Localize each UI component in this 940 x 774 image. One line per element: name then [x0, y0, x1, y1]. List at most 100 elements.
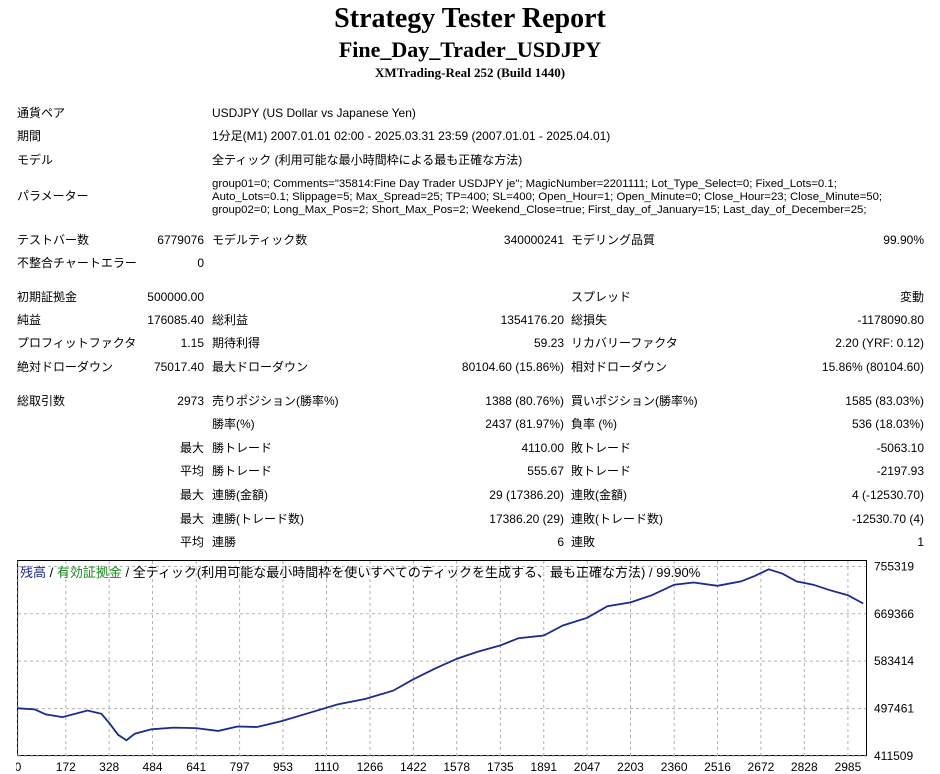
- initial-deposit-label: 初期証拠金: [17, 290, 78, 304]
- params-line: Auto_Lots=0.1; Slippage=5; Max_Spread=25…: [212, 191, 883, 203]
- consec-win-amt-value: 29 (17386.20): [489, 488, 564, 502]
- period-value: 1分足(M1) 2007.01.01 02:00 - 2025.03.31 23…: [212, 129, 611, 143]
- rel-dd-label: 相対ドローダウン: [571, 360, 668, 374]
- x-tick-label: 2047: [574, 760, 601, 774]
- y-tick-label: 583414: [874, 654, 914, 668]
- legend-equity: 有効証拠金: [57, 565, 122, 580]
- x-tick-label: 1266: [357, 760, 384, 774]
- avg-consec-loss-value: 1: [917, 535, 924, 549]
- model-quality-label: モデリング品質: [571, 233, 656, 247]
- avg-consec-win-label: 連勝: [212, 535, 237, 549]
- loss-rate-value: 536 (18.03%): [851, 417, 924, 431]
- total-trades-label: 総取引数: [17, 394, 66, 408]
- x-tick-label: 1891: [530, 760, 557, 774]
- pair-label: 通貨ペア: [17, 106, 66, 120]
- expected-payoff-label: 期待利得: [212, 336, 261, 350]
- report-title: Strategy Tester Report: [334, 3, 606, 34]
- recovery-factor-value: 2.20 (YRF: 0.12): [835, 336, 924, 350]
- consec-win-amt-label: 連勝(金額): [212, 488, 268, 502]
- win-rate-value: 2437 (81.97%): [485, 417, 564, 431]
- spread-value: 変動: [899, 290, 924, 304]
- x-tick-label: 2360: [661, 760, 688, 774]
- net-profit-label: 純益: [17, 313, 42, 327]
- profit-factor-value: 1.15: [180, 336, 204, 350]
- grid-lines: [17, 561, 866, 757]
- test-bars-label: テストバー数: [17, 233, 90, 247]
- report-subtitle: Fine_Day_Trader_USDJPY: [338, 37, 602, 62]
- gross-profit-label: 総利益: [212, 313, 249, 327]
- y-tick-label: 497461: [874, 702, 914, 716]
- x-tick-label: 641: [186, 760, 206, 774]
- max-win-trade-value: 4110.00: [521, 441, 565, 455]
- gross-profit-value: 1354176.20: [500, 313, 564, 327]
- model-ticks-label: モデルティック数: [212, 233, 308, 247]
- gross-loss-label: 総損失: [571, 313, 608, 327]
- profit-factor-label: プロフィットファクタ: [17, 336, 137, 350]
- total-trades-value: 2973: [177, 394, 204, 408]
- max-label: 最大: [179, 512, 204, 526]
- model-ticks-value: 340000241: [503, 233, 564, 247]
- short-value: 1388 (80.76%): [485, 394, 564, 408]
- win-trade-label: 勝トレード: [212, 441, 273, 455]
- avg-consec-win-value: 6: [557, 535, 564, 549]
- plot-frame: [17, 560, 867, 756]
- avg-consec-loss-label: 連敗: [571, 535, 596, 549]
- model-label: モデル: [17, 153, 54, 167]
- params-line: group01=0; Comments="35814:Fine Day Trad…: [212, 178, 837, 190]
- net-profit-value: 176085.40: [147, 313, 204, 327]
- win-rate-label: 勝率(%): [212, 417, 255, 431]
- x-tick-label: 2828: [791, 760, 818, 774]
- avg-label: 平均: [179, 535, 204, 549]
- abs-dd-label: 絶対ドローダウン: [17, 360, 114, 374]
- params-label: パラメーター: [17, 189, 89, 203]
- x-tick-label: 2203: [617, 760, 644, 774]
- x-tick-label: 0: [16, 760, 22, 774]
- pair-value: USDJPY (US Dollar vs Japanese Yen): [212, 106, 416, 120]
- consec-loss-cnt-label: 連敗(トレード数): [571, 512, 663, 526]
- max-dd-label: 最大ドローダウン: [212, 360, 309, 374]
- legend-rest: / 全ティック(利用可能な最小時間枠を使いすべてのティックを生成する、最も正確な…: [122, 565, 701, 580]
- win-trade-label: 勝トレード: [212, 464, 273, 478]
- mismatch-value: 0: [197, 256, 204, 270]
- initial-deposit-value: 500000.00: [147, 290, 204, 304]
- chart-svg: 残高 / 有効証拠金 / 全ティック(利用可能な最小時間枠を使いすべてのティック…: [16, 560, 914, 774]
- balance-line: [17, 568, 864, 742]
- consec-loss-amt-label: 連敗(金額): [571, 488, 627, 502]
- long-value: 1585 (83.03%): [845, 394, 924, 408]
- max-label: 最大: [179, 441, 204, 455]
- x-tick-label: 328: [99, 760, 119, 774]
- x-tick-label: 1735: [487, 760, 514, 774]
- max-loss-trade-value: -5063.10: [876, 441, 924, 455]
- consec-loss-amt-value: 4 (-12530.70): [851, 488, 924, 502]
- avg-loss-trade-value: -2197.93: [876, 464, 924, 478]
- x-tick-label: 797: [230, 760, 250, 774]
- gross-loss-value: -1178090.80: [857, 313, 924, 327]
- x-tick-label: 2672: [748, 760, 775, 774]
- spread-label: スプレッド: [571, 290, 632, 304]
- y-axis-ticks: 411509 497461 583414 669366 755319: [874, 560, 914, 763]
- expected-payoff-value: 59.23: [533, 336, 564, 350]
- server-info: XMTrading-Real 252 (Build 1440): [374, 65, 566, 80]
- avg-win-trade-value: 555.67: [527, 464, 564, 478]
- x-axis-ticks: 0 172 328 484 641 797 953 1110 1266 1422 1578 1735 1…: [16, 760, 862, 774]
- recovery-factor-label: リカバリーファクタ: [571, 336, 678, 350]
- legend-balance: 残高: [20, 565, 46, 580]
- params-line: group02=0; Long_Max_Pos=2; Short_Max_Pos…: [212, 204, 867, 216]
- consec-loss-cnt-value: -12530.70 (4): [851, 512, 924, 526]
- x-tick-label: 172: [56, 760, 76, 774]
- max-label: 最大: [179, 488, 204, 502]
- x-tick-label: 1110: [314, 760, 339, 774]
- y-tick-label: 411509: [874, 749, 913, 763]
- loss-trade-label: 敗トレード: [571, 464, 632, 478]
- period-label: 期間: [17, 129, 42, 143]
- short-label: 売りポジション(勝率%): [212, 394, 339, 408]
- x-tick-label: 2985: [835, 760, 862, 774]
- x-tick-label: 953: [273, 760, 293, 774]
- model-value: 全ティック (利用可能な最小時間枠による最も正確な方法): [212, 153, 523, 167]
- x-tick-label: 484: [143, 760, 163, 774]
- consec-win-cnt-value: 17386.20 (29): [489, 512, 564, 526]
- max-dd-value: 80104.60 (15.86%): [461, 360, 564, 374]
- y-tick-label: 755319: [874, 560, 914, 573]
- legend-sep: /: [46, 565, 57, 580]
- rel-dd-value: 15.86% (80104.60): [821, 360, 924, 374]
